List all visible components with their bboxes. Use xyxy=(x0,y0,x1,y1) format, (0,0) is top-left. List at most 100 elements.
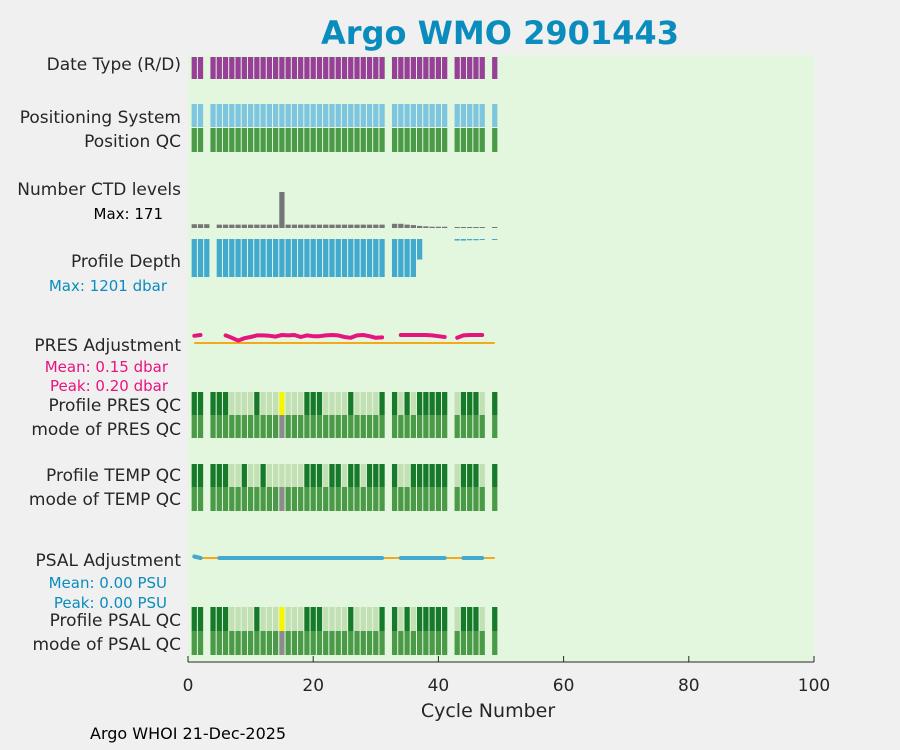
mode-pres-qc-cycle-25 xyxy=(341,415,348,438)
mode-pres-qc-cycle-6 xyxy=(222,415,229,438)
position-qc-cycle-28 xyxy=(360,128,366,152)
date-type-cycle-26 xyxy=(348,57,354,79)
date-type-cycle-16 xyxy=(285,57,291,79)
n-levels-bar-2 xyxy=(197,224,204,228)
positioning-system-cycle-15 xyxy=(279,104,285,127)
profile-pres-qc-cycle-10 xyxy=(247,392,254,415)
profile-pres-qc-cycle-23 xyxy=(329,392,335,415)
profile-psal-qc-cycle-9 xyxy=(241,607,247,631)
annotation-psal-mean: Mean: 0.00 PSU xyxy=(49,574,167,592)
mode-pres-qc-cycle-8 xyxy=(235,415,241,438)
profile-temp-qc-cycle-41 xyxy=(442,464,448,487)
annotation-max-depth: Max: 1201 dbar xyxy=(49,277,168,295)
date-type-cycle-5 xyxy=(216,57,222,79)
mode-temp-qc-cycle-37 xyxy=(416,487,423,511)
profile-psal-qc-cycle-13 xyxy=(266,607,273,631)
n-levels-bar-31 xyxy=(379,224,385,228)
mode-psal-qc-cycle-22 xyxy=(323,631,329,655)
n-levels-bar-34 xyxy=(398,223,404,228)
date-type-cycle-34 xyxy=(398,57,404,79)
position-qc-cycle-38 xyxy=(423,128,429,152)
mode-pres-qc-cycle-37 xyxy=(416,415,423,438)
annotation-psal-peak: Peak: 0.00 PSU xyxy=(54,594,167,612)
profile-psal-qc-cycle-26 xyxy=(348,607,354,631)
mode-temp-qc-cycle-15 xyxy=(279,487,285,511)
n-levels-bar-37 xyxy=(416,225,423,228)
x-tick-label-80: 80 xyxy=(678,676,700,696)
profile-temp-qc-cycle-33 xyxy=(391,464,398,487)
mode-temp-qc-cycle-46 xyxy=(473,487,479,511)
mode-temp-qc-cycle-14 xyxy=(273,487,279,511)
profile-depth-bar-16 xyxy=(285,239,291,277)
annotation-max-levels: Max: 171 xyxy=(94,205,163,223)
profile-pres-qc-cycle-47 xyxy=(479,392,485,415)
profile-psal-qc-cycle-34 xyxy=(398,607,404,631)
profile-depth-bar-34 xyxy=(398,239,404,277)
footer-credit: Argo WHOI 21-Dec-2025 xyxy=(90,724,287,743)
mode-pres-qc-cycle-23 xyxy=(329,415,335,438)
positioning-system-cycle-40 xyxy=(435,104,442,127)
position-qc-cycle-13 xyxy=(266,128,273,152)
profile-depth-bar-44 xyxy=(460,239,467,241)
positioning-system-cycle-44 xyxy=(460,104,467,127)
mode-temp-qc-cycle-11 xyxy=(254,487,260,511)
position-qc-cycle-25 xyxy=(341,128,348,152)
mode-temp-qc-cycle-29 xyxy=(366,487,373,511)
mode-temp-qc-cycle-23 xyxy=(329,487,335,511)
n-levels-bar-29 xyxy=(366,224,373,228)
mode-psal-qc-cycle-14 xyxy=(273,631,279,655)
date-type-cycle-20 xyxy=(310,57,316,79)
annotation-pres-peak: Peak: 0.20 dbar xyxy=(50,377,169,395)
pres-adjustment-line xyxy=(223,333,385,343)
position-qc-cycle-2 xyxy=(197,128,204,152)
positioning-system-cycle-26 xyxy=(348,104,354,127)
profile-temp-qc-cycle-2 xyxy=(197,464,204,487)
mode-psal-qc-cycle-38 xyxy=(423,631,429,655)
profile-temp-qc-cycle-15 xyxy=(279,464,285,487)
mode-pres-qc-cycle-44 xyxy=(460,415,467,438)
position-qc-cycle-49 xyxy=(492,128,498,152)
profile-pres-qc-cycle-38 xyxy=(423,392,429,415)
profile-pres-qc-cycle-46 xyxy=(473,392,479,415)
position-qc-cycle-7 xyxy=(229,128,235,152)
position-qc-cycle-16 xyxy=(285,128,291,152)
n-levels-bar-7 xyxy=(229,224,235,228)
date-type-cycle-28 xyxy=(360,57,366,79)
n-levels-bar-41 xyxy=(442,226,448,228)
position-qc-cycle-39 xyxy=(429,128,435,152)
profile-temp-qc-cycle-1 xyxy=(191,464,197,487)
profile-psal-qc-cycle-2 xyxy=(197,607,204,631)
profile-pres-qc-cycle-44 xyxy=(460,392,467,415)
mode-pres-qc-cycle-21 xyxy=(316,415,323,438)
position-qc-cycle-10 xyxy=(247,128,254,152)
mode-pres-qc-cycle-4 xyxy=(210,415,216,438)
date-type-cycle-9 xyxy=(241,57,247,79)
date-type-cycle-44 xyxy=(460,57,467,79)
profile-psal-qc-cycle-31 xyxy=(379,607,385,631)
n-levels-bar-24 xyxy=(335,224,341,228)
x-tick-label-0: 0 xyxy=(183,676,194,696)
position-qc-cycle-36 xyxy=(410,128,416,152)
mode-temp-qc-cycle-24 xyxy=(335,487,341,511)
profile-psal-qc-cycle-8 xyxy=(235,607,241,631)
mode-pres-qc-cycle-40 xyxy=(435,415,442,438)
position-qc-cycle-5 xyxy=(216,128,222,152)
n-levels-bar-49 xyxy=(492,227,498,228)
profile-depth-bar-14 xyxy=(273,239,279,277)
mode-pres-qc-cycle-34 xyxy=(398,415,404,438)
position-qc-cycle-45 xyxy=(467,128,473,152)
profile-depth-bar-28 xyxy=(360,239,366,277)
date-type-cycle-31 xyxy=(379,57,385,79)
mode-psal-qc-cycle-21 xyxy=(316,631,323,655)
mode-psal-qc-cycle-10 xyxy=(247,631,254,655)
profile-depth-bar-46 xyxy=(473,239,479,241)
profile-psal-qc-cycle-49 xyxy=(492,607,498,631)
profile-temp-qc-cycle-20 xyxy=(310,464,316,487)
pres-adjustment-line xyxy=(192,333,203,338)
mode-psal-qc-cycle-11 xyxy=(254,631,260,655)
profile-psal-qc-cycle-4 xyxy=(210,607,216,631)
position-qc-cycle-33 xyxy=(391,128,398,152)
positioning-system-cycle-36 xyxy=(410,104,416,127)
mode-temp-qc-cycle-45 xyxy=(467,487,473,511)
mode-psal-qc-cycle-37 xyxy=(416,631,423,655)
